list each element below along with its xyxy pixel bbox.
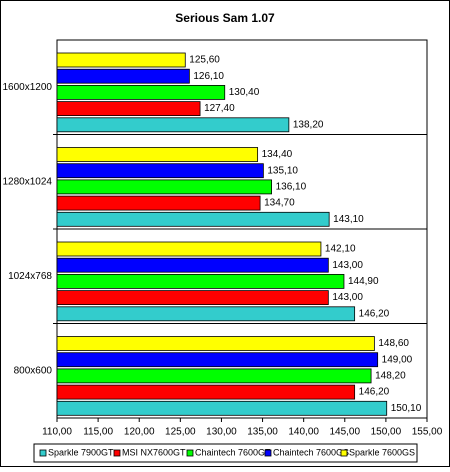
x-tick-label: 155,00 xyxy=(412,427,443,438)
bar xyxy=(56,241,322,257)
legend-swatch xyxy=(340,449,348,457)
x-tick-label: 115,00 xyxy=(83,427,113,438)
x-tick-label: 140,00 xyxy=(288,427,319,438)
bar xyxy=(56,85,226,100)
legend-label: Sparkle 7600GS xyxy=(349,447,415,457)
legend-swatch xyxy=(186,449,194,457)
bar xyxy=(56,273,345,289)
legend-swatch xyxy=(113,449,121,457)
bar xyxy=(56,117,290,133)
value-label: 148,60 xyxy=(378,338,409,349)
bar xyxy=(56,257,329,273)
value-label: 135,10 xyxy=(267,165,298,176)
value-label: 126,10 xyxy=(193,71,224,82)
legend-swatch xyxy=(39,449,47,457)
legend-swatch xyxy=(264,449,272,457)
value-label: 150,10 xyxy=(391,403,422,414)
bar xyxy=(56,163,264,179)
value-label: 134,70 xyxy=(264,198,295,209)
bar xyxy=(56,306,356,322)
bar xyxy=(56,400,388,416)
x-tick-label: 120,00 xyxy=(124,427,155,438)
chart-title: Serious Sam 1.07 xyxy=(175,11,275,25)
bar xyxy=(56,179,273,195)
value-label: 149,00 xyxy=(382,354,413,365)
value-label: 146,20 xyxy=(359,308,390,319)
x-tick-label: 145,00 xyxy=(329,427,360,438)
value-label: 143,00 xyxy=(332,292,363,303)
legend-label: Sparkle 7900GT xyxy=(48,447,114,457)
y-tick-label: 1024x768 xyxy=(8,271,52,282)
value-label: 142,10 xyxy=(325,244,356,255)
y-tick-label: 1600x1200 xyxy=(3,82,53,93)
bar xyxy=(56,195,261,211)
value-label: 138,20 xyxy=(293,119,324,130)
value-label: 146,20 xyxy=(359,387,390,398)
x-tick-label: 150,00 xyxy=(371,427,402,438)
value-label: 125,60 xyxy=(189,55,220,66)
bar xyxy=(56,368,372,384)
value-label: 144,90 xyxy=(348,276,379,287)
legend-box xyxy=(33,443,418,463)
value-label: 143,00 xyxy=(332,260,363,271)
bar xyxy=(56,52,186,68)
bar xyxy=(56,352,379,368)
bar xyxy=(56,147,259,162)
y-tick-label: 1280x1024 xyxy=(3,176,53,187)
x-tick-label: 110,00 xyxy=(42,427,72,438)
value-label: 136,10 xyxy=(276,182,307,193)
x-tick-label: 125,00 xyxy=(165,427,196,438)
legend-label: Chaintech 7600GT xyxy=(195,447,271,457)
bar xyxy=(56,290,329,306)
x-tick-label: 135,00 xyxy=(247,427,278,438)
legend-label: MSI NX7600GT xyxy=(122,447,186,457)
bar xyxy=(56,211,330,227)
value-label: 148,20 xyxy=(375,371,406,382)
bar xyxy=(56,336,375,351)
bar xyxy=(56,384,356,400)
bar xyxy=(56,68,190,84)
bar xyxy=(56,101,201,116)
y-tick-label: 800x600 xyxy=(14,365,53,376)
x-tick-label: 130,00 xyxy=(206,427,237,438)
value-label: 134,40 xyxy=(262,149,293,160)
value-label: 127,40 xyxy=(204,103,235,114)
legend-label: Chaintech 7600GS xyxy=(273,447,349,457)
value-label: 143,10 xyxy=(333,214,364,225)
value-label: 130,40 xyxy=(229,87,260,98)
